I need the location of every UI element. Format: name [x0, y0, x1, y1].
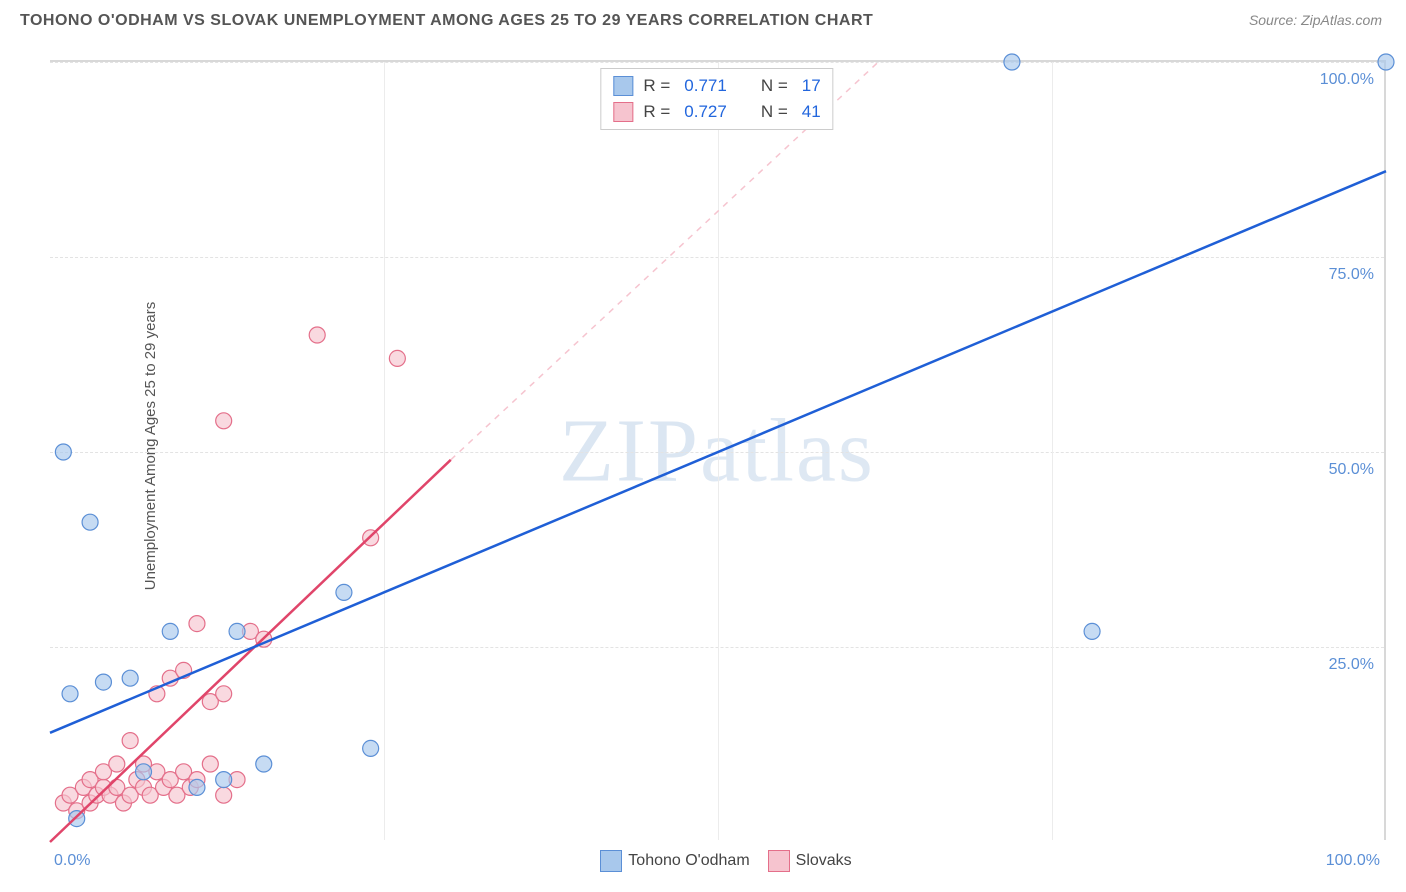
data-point [336, 584, 352, 600]
data-point [216, 686, 232, 702]
stats-legend: R = 0.771 N = 17 R = 0.727 N = 41 [600, 68, 833, 130]
stat-r-value: 0.727 [684, 102, 727, 122]
stat-r-label: R = [643, 102, 670, 122]
data-point [122, 670, 138, 686]
data-point [55, 444, 71, 460]
stats-legend-row: R = 0.771 N = 17 [613, 73, 820, 99]
data-point [256, 756, 272, 772]
data-point [122, 733, 138, 749]
stats-legend-row: R = 0.727 N = 41 [613, 99, 820, 125]
chart-title: TOHONO O'ODHAM VS SLOVAK UNEMPLOYMENT AM… [20, 12, 873, 29]
data-point [162, 623, 178, 639]
data-point [109, 756, 125, 772]
chart-plot-area: ZIPatlas 25.0%50.0%75.0%100.0% R =0.771N… [50, 60, 1386, 840]
scatter-plot-svg [50, 62, 1384, 840]
data-point [229, 623, 245, 639]
data-point [1084, 623, 1100, 639]
data-point [363, 740, 379, 756]
legend-swatch [768, 850, 790, 872]
data-point [1378, 54, 1394, 70]
data-point [216, 772, 232, 788]
stat-r-value: 0.771 [684, 76, 727, 96]
trend-line [50, 171, 1386, 733]
data-point [309, 327, 325, 343]
stat-n-label: N = [761, 102, 788, 122]
data-point [189, 779, 205, 795]
data-point [202, 756, 218, 772]
source-attribution: Source: ZipAtlas.com [1249, 12, 1382, 28]
bottom-legend: Tohono O'odham Slovaks [50, 850, 1384, 872]
stat-n-value: 17 [802, 76, 821, 96]
data-point [62, 686, 78, 702]
legend-series-label: Slovaks [796, 852, 852, 869]
trend-line [50, 460, 451, 842]
stat-r-label: R = [643, 76, 670, 96]
stat-n-value: 41 [802, 102, 821, 122]
data-point [136, 764, 152, 780]
data-point [95, 674, 111, 690]
data-point [69, 811, 85, 827]
data-point [189, 616, 205, 632]
stat-n-label: N = [761, 76, 788, 96]
legend-swatch [613, 102, 633, 122]
data-point [1004, 54, 1020, 70]
legend-swatch [613, 76, 633, 96]
legend-series-label: Tohono O'odham [628, 852, 749, 869]
data-point [216, 787, 232, 803]
data-point [389, 350, 405, 366]
data-point [82, 514, 98, 530]
data-point [216, 413, 232, 429]
legend-swatch [600, 850, 622, 872]
